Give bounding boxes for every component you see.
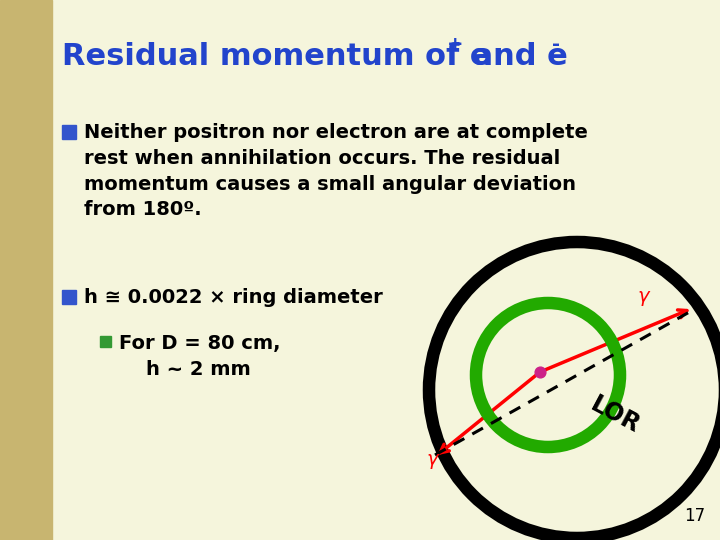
- Text: -: -: [552, 35, 560, 54]
- Text: LOR: LOR: [587, 392, 644, 438]
- Bar: [62, 125, 76, 139]
- Text: $\gamma$: $\gamma$: [426, 452, 440, 471]
- Point: [534, 368, 546, 376]
- Text: $\gamma$: $\gamma$: [637, 289, 652, 308]
- Text: and e: and e: [462, 42, 568, 71]
- Bar: [62, 290, 76, 304]
- Bar: [0, 0, 52, 540]
- Bar: [100, 336, 111, 347]
- Text: h ≅ 0.0022 × ring diameter: h ≅ 0.0022 × ring diameter: [84, 288, 383, 307]
- Text: Residual momentum of e: Residual momentum of e: [62, 42, 490, 71]
- Text: For D = 80 cm,
    h ~ 2 mm: For D = 80 cm, h ~ 2 mm: [119, 334, 281, 379]
- Text: Neither positron nor electron are at complete
rest when annihilation occurs. The: Neither positron nor electron are at com…: [84, 123, 588, 219]
- Text: +: +: [447, 35, 464, 54]
- Text: 17: 17: [684, 507, 705, 525]
